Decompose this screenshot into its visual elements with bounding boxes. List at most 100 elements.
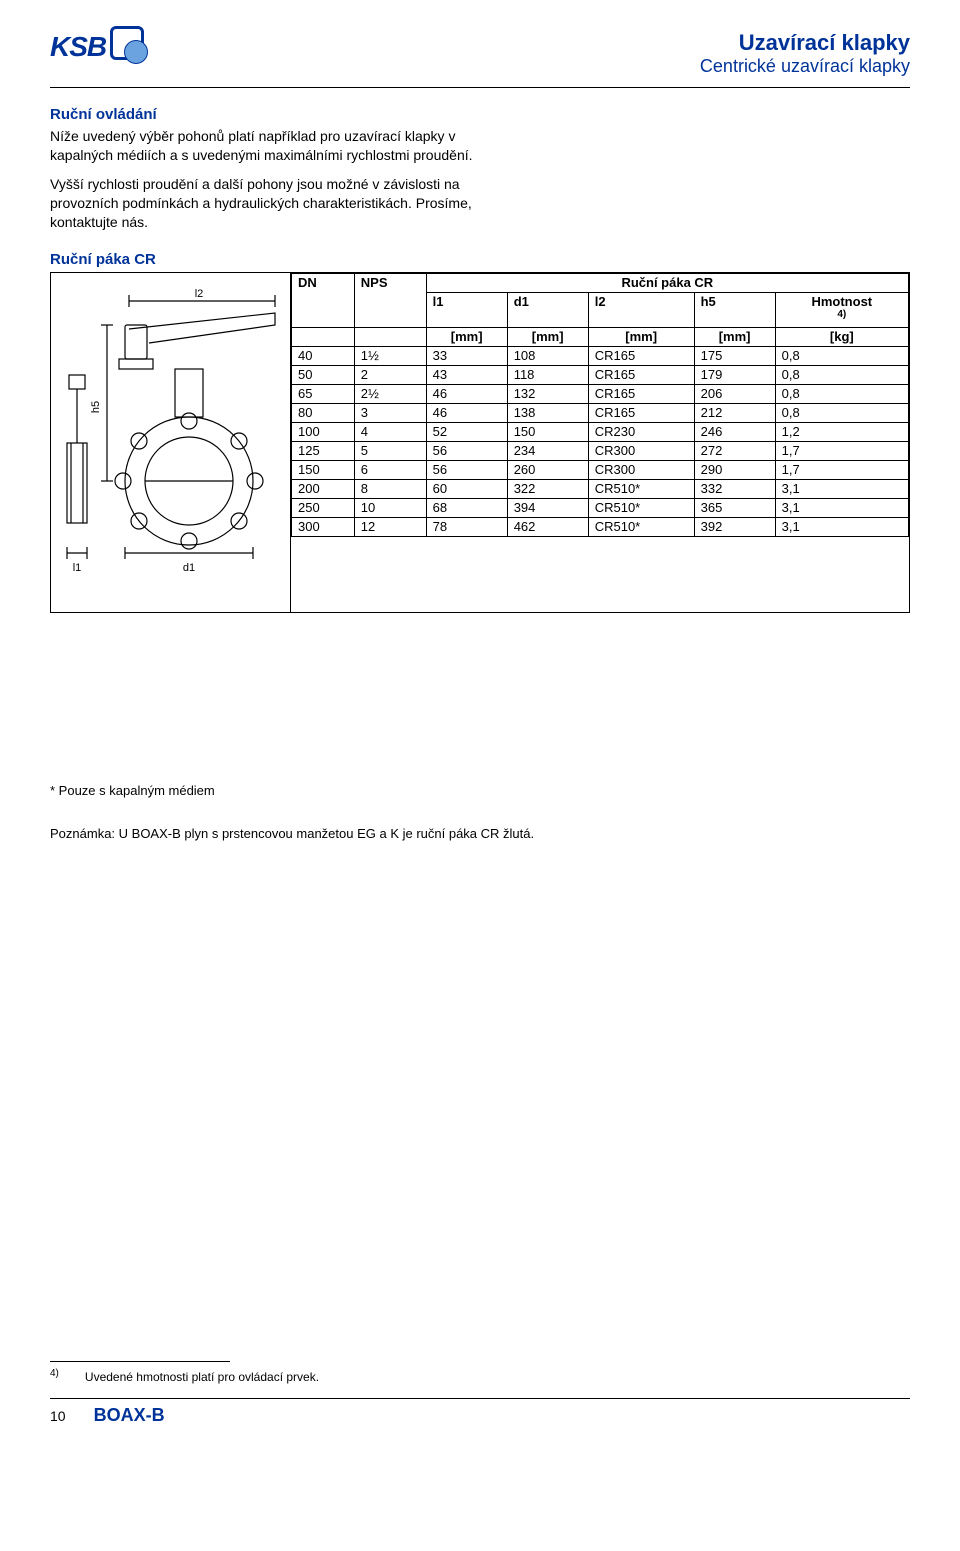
table-cell: 290 [694,460,775,479]
table-cell: 1½ [354,346,426,365]
footnote: 4) Uvedené hmotnosti platí pro ovládací p… [50,1368,910,1384]
footnote-text: Uvedené hmotnosti platí pro ovládací prv… [85,1370,319,1384]
table-cell: 272 [694,441,775,460]
table-cell: 60 [426,479,507,498]
table-cell: 0,8 [775,384,908,403]
table-cell: CR165 [588,403,694,422]
table-cell: 78 [426,517,507,536]
table-cell: 108 [507,346,588,365]
unit-mm: [mm] [426,327,507,346]
table-cell: 3,1 [775,517,908,536]
remark-note: Poznámka: U BOAX-B plyn s prstencovou ma… [50,826,910,841]
table-cell: CR230 [588,422,694,441]
col-wt: Hmotnost 4) [775,293,908,327]
logo-text: KSB [50,31,106,63]
table-cell: 462 [507,517,588,536]
col-dn: DN [292,274,355,327]
table-cell: 0,8 [775,365,908,384]
table-cell: 175 [694,346,775,365]
unit-mm: [mm] [507,327,588,346]
table-cell: 300 [292,517,355,536]
table-cell: CR300 [588,441,694,460]
table-header-row: DN NPS Ruční páka CR [292,274,909,293]
diagram-cell: l2 h5 [51,273,291,612]
unit-mm: [mm] [588,327,694,346]
col-l2: l2 [588,293,694,327]
table-cell: 332 [694,479,775,498]
table-cell: 212 [694,403,775,422]
table-cell: 200 [292,479,355,498]
table-cell: 52 [426,422,507,441]
col-wt-footnote-mark: 4) [837,309,846,320]
table-row: 100452150CR2302461,2 [292,422,909,441]
page-footer: 10 BOAX-B [50,1405,910,1426]
table-cell: 8 [354,479,426,498]
table-cell: 132 [507,384,588,403]
table-cell: 394 [507,498,588,517]
footnote-mark: 4) [50,1368,59,1379]
table-cell: 1,7 [775,460,908,479]
table-cell: 6 [354,460,426,479]
table-cell: 10 [354,498,426,517]
table-cell: 65 [292,384,355,403]
table-cell: CR165 [588,384,694,403]
page-number: 10 [50,1408,66,1424]
logo: KSB [50,30,144,64]
table-cell: 46 [426,384,507,403]
svg-text:l2: l2 [195,288,204,300]
table-cell: 5 [354,441,426,460]
table-cell: 100 [292,422,355,441]
table-cell: 43 [426,365,507,384]
table-cell: 179 [694,365,775,384]
product-name: BOAX-B [94,1405,165,1426]
table-cell: 12 [354,517,426,536]
table-cell: 246 [694,422,775,441]
table-heading: Ruční páka CR [50,251,910,268]
page-subtitle: Centrické uzavírací klapky [700,56,910,77]
table-cell: 40 [292,346,355,365]
table-cell: 50 [292,365,355,384]
table-row: 150656260CR3002901,7 [292,460,909,479]
table-cell: 46 [426,403,507,422]
table-cell: 260 [507,460,588,479]
table-row: 50243118CR1651790,8 [292,365,909,384]
table-cell: 150 [507,422,588,441]
data-table: DN NPS Ruční páka CR l1 d1 l2 h5 Hmotnos… [291,273,909,536]
svg-text:d1: d1 [183,562,195,574]
table-cell: 68 [426,498,507,517]
table-row: 652½46132CR1652060,8 [292,384,909,403]
table-cell: 125 [292,441,355,460]
asterisk-note: * Pouze s kapalným médiem [50,783,910,798]
col-wt-label: Hmotnost [811,294,872,309]
table-cell: 80 [292,403,355,422]
table-cell: 118 [507,365,588,384]
col-nps: NPS [354,274,426,327]
unit-mm: [mm] [694,327,775,346]
table-cell: 1,2 [775,422,908,441]
table-row: 401½33108CR1651750,8 [292,346,909,365]
table-cell: 234 [507,441,588,460]
table-cell: CR510* [588,517,694,536]
section-heading: Ruční ovládání [50,106,910,123]
table-cell: 2 [354,365,426,384]
svg-text:h5: h5 [90,401,102,413]
table-cell: CR510* [588,498,694,517]
table-cell: CR300 [588,460,694,479]
table-cell: 3,1 [775,498,908,517]
col-group: Ruční páka CR [426,274,908,293]
table-cell: 2½ [354,384,426,403]
table-cell: 0,8 [775,346,908,365]
table-cell: CR165 [588,365,694,384]
valve-schematic-icon: l2 h5 [59,281,279,601]
page-title-block: Uzavírací klapky Centrické uzavírací kla… [700,30,910,77]
logo-mark-icon [110,26,144,60]
body-paragraph: Vyšší rychlosti proudění a další pohony … [50,175,510,232]
table-cell: 3 [354,403,426,422]
table-row: 125556234CR3002721,7 [292,441,909,460]
table-cell: 3,1 [775,479,908,498]
col-l1: l1 [426,293,507,327]
table-cell: 322 [507,479,588,498]
table-cell: 250 [292,498,355,517]
table-cell: CR165 [588,346,694,365]
unit-kg: [kg] [775,327,908,346]
